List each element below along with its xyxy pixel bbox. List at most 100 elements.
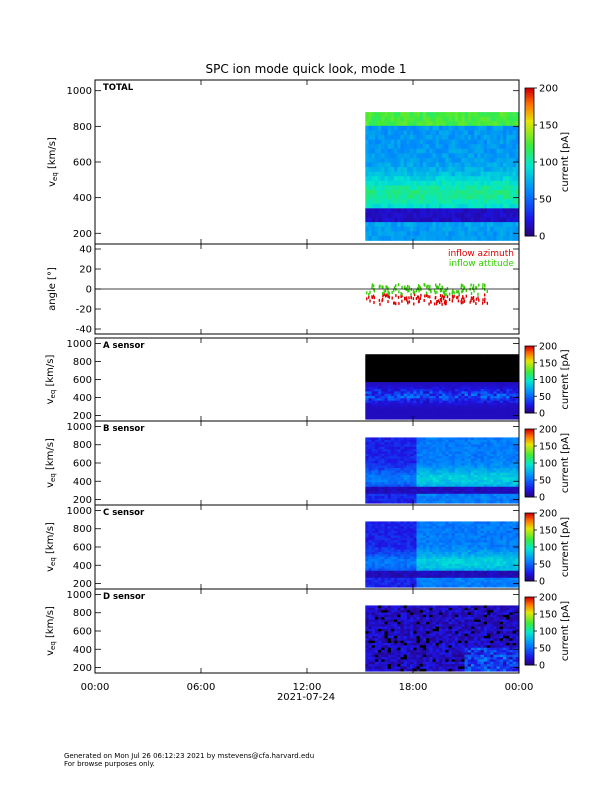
heatmap-cell bbox=[426, 498, 430, 502]
heatmap-cell bbox=[448, 180, 453, 186]
heatmap-cell bbox=[403, 171, 408, 177]
heatmap-cell bbox=[483, 157, 488, 163]
heatmap-cell bbox=[493, 144, 497, 150]
heatmap-cell bbox=[432, 384, 437, 388]
heatmap-cell bbox=[470, 456, 475, 459]
heatmap-cell bbox=[483, 405, 488, 408]
heatmap-cell bbox=[371, 358, 376, 362]
heatmap-cell bbox=[464, 112, 469, 118]
heatmap-cell bbox=[438, 194, 443, 200]
heatmap-cell bbox=[435, 442, 440, 445]
heatmap-cell bbox=[406, 537, 411, 541]
heatmap-cell bbox=[400, 194, 405, 200]
heatmap-cell bbox=[400, 144, 405, 150]
heatmap-cell bbox=[474, 180, 478, 186]
heatmap-cell bbox=[422, 171, 427, 177]
heatmap-cell bbox=[403, 446, 408, 450]
heatmap-cell bbox=[429, 465, 433, 469]
heatmap-cell bbox=[387, 398, 392, 402]
attitude-point bbox=[439, 289, 442, 293]
heatmap-cell bbox=[435, 153, 440, 159]
heatmap-cell bbox=[378, 547, 382, 551]
heatmap-cell bbox=[474, 194, 478, 200]
heatmap-cell bbox=[371, 389, 376, 392]
heatmap-cell bbox=[454, 148, 459, 154]
heatmap-cell bbox=[442, 180, 446, 186]
heatmap-cell bbox=[406, 402, 411, 406]
azimuth-point bbox=[477, 296, 479, 300]
heatmap-cell bbox=[499, 368, 504, 371]
heatmap-cell bbox=[429, 446, 433, 450]
attitude-point bbox=[462, 289, 464, 293]
heatmap-cell bbox=[490, 463, 494, 467]
heatmap-cell bbox=[502, 472, 507, 476]
heatmap-cell bbox=[435, 489, 440, 492]
heatmap-cell bbox=[448, 235, 453, 241]
heatmap-cell bbox=[515, 222, 520, 228]
heatmap-cell bbox=[400, 370, 405, 374]
heatmap-cell bbox=[429, 370, 433, 374]
heatmap-cell bbox=[435, 135, 440, 140]
azimuth-point bbox=[475, 302, 477, 305]
heatmap-cell bbox=[467, 500, 472, 504]
heatmap-cell bbox=[387, 458, 392, 462]
heatmap-cell bbox=[384, 526, 389, 529]
heatmap-cell bbox=[413, 463, 417, 467]
heatmap-cell bbox=[454, 414, 459, 418]
heatmap-cell bbox=[474, 453, 478, 457]
heatmap-cell bbox=[394, 556, 398, 560]
heatmap-cell bbox=[403, 472, 408, 476]
heatmap-cell bbox=[461, 222, 465, 228]
heatmap-cell bbox=[394, 444, 398, 448]
heatmap-cell bbox=[480, 199, 485, 205]
heatmap-cell bbox=[365, 416, 369, 420]
heatmap-cell bbox=[477, 460, 481, 464]
heatmap-cell bbox=[371, 544, 376, 548]
heatmap-cell bbox=[368, 162, 373, 168]
heatmap-cell bbox=[438, 148, 443, 154]
colorbar-segment bbox=[525, 127, 534, 131]
heatmap-cell bbox=[506, 453, 510, 457]
heatmap-cell bbox=[454, 498, 459, 502]
heatmap-cell bbox=[454, 112, 459, 118]
heatmap-cell bbox=[458, 439, 462, 443]
heatmap-cell bbox=[381, 463, 385, 467]
heatmap-cell bbox=[442, 212, 446, 218]
heatmap-cell bbox=[483, 453, 488, 457]
heatmap-cell bbox=[512, 139, 517, 145]
heatmap-cell bbox=[461, 456, 465, 459]
heatmap-cell bbox=[442, 479, 446, 483]
heatmap-cell bbox=[470, 176, 475, 182]
heatmap-cell bbox=[406, 465, 411, 469]
heatmap-cell bbox=[512, 398, 517, 402]
heatmap-cell bbox=[390, 456, 395, 459]
colorbar-segment bbox=[525, 478, 534, 481]
heatmap-cell bbox=[435, 384, 440, 388]
heatmap-cell bbox=[458, 358, 462, 362]
heatmap-cell bbox=[397, 212, 401, 218]
heatmap-cell bbox=[406, 130, 411, 136]
heatmap-cell bbox=[406, 559, 411, 562]
heatmap-cell bbox=[448, 402, 453, 406]
heatmap-cell bbox=[368, 477, 373, 481]
heatmap-cell bbox=[454, 475, 459, 478]
heatmap-cell bbox=[451, 389, 456, 392]
heatmap-cell bbox=[384, 523, 389, 527]
heatmap-cell bbox=[394, 386, 398, 390]
heatmap-cell bbox=[464, 493, 469, 497]
heatmap-cell bbox=[365, 409, 369, 413]
heatmap-cell bbox=[413, 358, 417, 362]
heatmap-cell bbox=[451, 235, 456, 241]
heatmap-cell bbox=[483, 482, 488, 485]
heatmap-cell bbox=[445, 414, 449, 418]
y-tick-label: 800 bbox=[73, 122, 92, 133]
heatmap-cell bbox=[483, 208, 488, 214]
heatmap-cell bbox=[419, 463, 424, 467]
heatmap-cell bbox=[410, 493, 414, 497]
heatmap-cell bbox=[499, 384, 504, 388]
heatmap-cell bbox=[416, 162, 421, 168]
heatmap-cell bbox=[387, 547, 392, 551]
heatmap-cell bbox=[397, 482, 401, 485]
heatmap-cell bbox=[371, 185, 376, 191]
heatmap-cell bbox=[445, 356, 449, 360]
